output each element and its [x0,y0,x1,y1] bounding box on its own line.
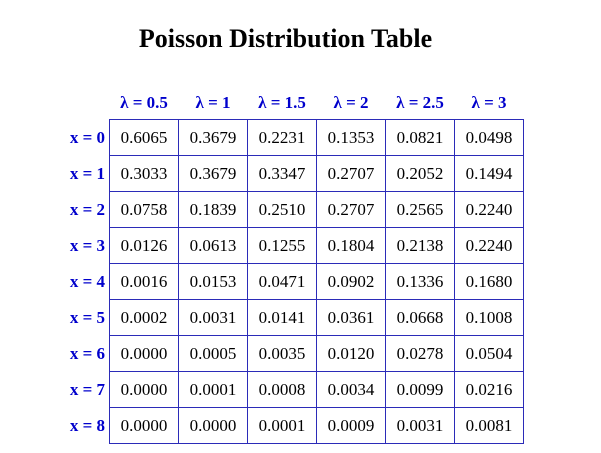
probability-cell: 0.0153 [178,263,248,300]
table-row: x = 2 0.0758 0.1839 0.2510 0.2707 0.2565 0.224… [53,191,524,228]
probability-cell: 0.0001 [247,407,317,444]
table-row: x = 4 0.0016 0.0153 0.0471 0.0902 0.1336 0.168… [53,263,524,300]
probability-cell: 0.0471 [247,263,317,300]
page-title: Poisson Distribution Table [138,24,433,53]
probability-cell: 0.0141 [247,299,317,336]
poisson-table: λ = 0.5 λ = 1 λ = 1.5 λ = 2 λ = 2.5 λ = … [53,86,524,444]
corner-cell [53,86,110,120]
probability-cell: 0.1353 [316,119,386,156]
probability-cell: 0.0504 [454,335,524,372]
probability-cell: 0.0031 [385,407,455,444]
probability-cell: 0.0613 [178,227,248,264]
probability-cell: 0.1680 [454,263,524,300]
probability-cell: 0.0821 [385,119,455,156]
probability-cell: 0.1804 [316,227,386,264]
probability-cell: 0.0902 [316,263,386,300]
probability-cell: 0.0126 [109,227,179,264]
x-row-header: x = 2 [69,199,105,219]
probability-cell: 0.0035 [247,335,317,372]
lambda-header-row: λ = 0.5 λ = 1 λ = 1.5 λ = 2 λ = 2.5 λ = … [53,86,524,120]
probability-cell: 0.0216 [454,371,524,408]
probability-cell: 0.0000 [109,335,179,372]
probability-cell: 0.2052 [385,155,455,192]
probability-cell: 0.0498 [454,119,524,156]
table-row: x = 0 0.6065 0.3679 0.2231 0.1353 0.0821 0.049… [53,119,524,156]
probability-cell: 0.0361 [316,299,386,336]
probability-cell: 0.3347 [247,155,317,192]
probability-cell: 0.3679 [178,155,248,192]
lambda-header: λ = 2 [333,92,369,112]
probability-cell: 0.1336 [385,263,455,300]
probability-cell: 0.3033 [109,155,179,192]
probability-cell: 0.0001 [178,371,248,408]
lambda-header: λ = 2.5 [396,92,444,112]
probability-cell: 0.1839 [178,191,248,228]
probability-cell: 0.1008 [454,299,524,336]
x-row-header: x = 1 [69,163,105,183]
probability-cell: 0.0278 [385,335,455,372]
probability-cell: 0.2707 [316,191,386,228]
probability-cell: 0.0031 [178,299,248,336]
lambda-header: λ = 0.5 [120,92,168,112]
probability-cell: 0.0120 [316,335,386,372]
table-row: x = 3 0.0126 0.0613 0.1255 0.1804 0.2138 0.224… [53,227,524,264]
x-row-header: x = 4 [69,271,105,291]
lambda-header: λ = 3 [471,92,507,112]
lambda-header: λ = 1 [195,92,231,112]
probability-cell: 0.2231 [247,119,317,156]
probability-cell: 0.2138 [385,227,455,264]
probability-cell: 0.0081 [454,407,524,444]
probability-cell: 0.0758 [109,191,179,228]
x-row-header: x = 8 [69,415,105,435]
table-row: x = 1 0.3033 0.3679 0.3347 0.2707 0.2052 0.149… [53,155,524,192]
probability-cell: 0.0009 [316,407,386,444]
x-row-header: x = 7 [69,379,105,399]
x-row-header: x = 5 [69,307,105,327]
lambda-header: λ = 1.5 [258,92,306,112]
probability-cell: 0.2565 [385,191,455,228]
probability-cell: 0.6065 [109,119,179,156]
probability-cell: 0.2240 [454,191,524,228]
table-row: x = 8 0.0000 0.0000 0.0001 0.0009 0.0031 0.008… [53,407,524,444]
table-row: x = 7 0.0000 0.0001 0.0008 0.0034 0.0099 0.021… [53,371,524,408]
probability-cell: 0.0016 [109,263,179,300]
probability-cell: 0.2510 [247,191,317,228]
probability-cell: 0.0099 [385,371,455,408]
x-row-header: x = 0 [69,127,105,147]
probability-cell: 0.3679 [178,119,248,156]
probability-cell: 0.0000 [109,371,179,408]
table-body: x = 0 0.6065 0.3679 0.2231 0.1353 0.0821 0.049… [53,119,524,444]
probability-cell: 0.0002 [109,299,179,336]
probability-cell: 0.2240 [454,227,524,264]
probability-cell: 0.0000 [178,407,248,444]
probability-cell: 0.0005 [178,335,248,372]
table-row: x = 5 0.0002 0.0031 0.0141 0.0361 0.0668 0.100… [53,299,524,336]
x-row-header: x = 3 [69,235,105,255]
probability-cell: 0.1494 [454,155,524,192]
table-header: λ = 0.5 λ = 1 λ = 1.5 λ = 2 λ = 2.5 λ = … [53,86,524,120]
probability-cell: 0.2707 [316,155,386,192]
probability-cell: 0.1255 [247,227,317,264]
probability-cell: 0.0668 [385,299,455,336]
probability-cell: 0.0000 [109,407,179,444]
probability-cell: 0.0008 [247,371,317,408]
probability-cell: 0.0034 [316,371,386,408]
table-row: x = 6 0.0000 0.0005 0.0035 0.0120 0.0278 0.050… [53,335,524,372]
x-row-header: x = 6 [69,343,105,363]
